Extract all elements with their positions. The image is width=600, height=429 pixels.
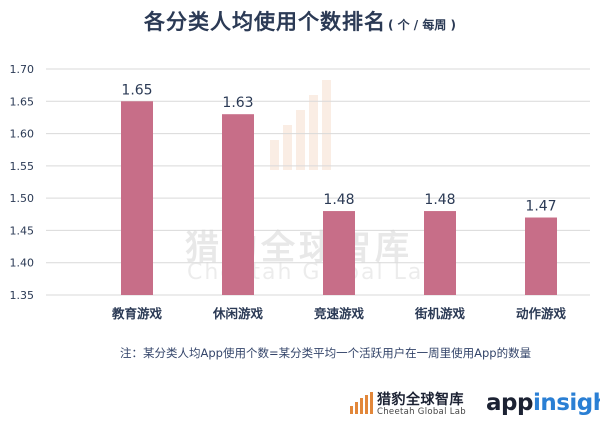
- data-label: 1.48: [424, 192, 455, 208]
- footnote: 注：某分类人均App使用个数=某分类平均一个活跃用户在一周里使用App的数量: [120, 346, 532, 360]
- appinsight-logo-part2: insight: [532, 390, 600, 416]
- appinsight-logo: appinsight: [486, 390, 600, 416]
- cheetah-logo-bars-icon: [350, 392, 374, 414]
- y-tick-label: 1.60: [10, 128, 35, 141]
- cheetah-logo-name: 猎豹全球智库: [377, 392, 464, 408]
- bar: [222, 114, 254, 295]
- data-label: 1.63: [222, 95, 253, 111]
- data-label: 1.48: [323, 192, 354, 208]
- x-tick-label: 街机游戏: [414, 306, 466, 321]
- y-tick-label: 1.50: [10, 192, 35, 205]
- y-tick-label: 1.35: [10, 289, 35, 302]
- bar: [424, 211, 456, 295]
- x-tick-label: 竞速游戏: [314, 306, 365, 321]
- x-tick-label: 教育游戏: [111, 306, 163, 321]
- bar: [121, 101, 153, 296]
- chart-title: 各分类人均使用个数排名( 个 / 每周 ): [0, 6, 600, 36]
- bar: [525, 217, 557, 295]
- x-tick-label: 休闲游戏: [212, 306, 264, 321]
- y-tick-label: 1.70: [10, 63, 35, 76]
- y-tick-label: 1.40: [10, 257, 35, 270]
- data-label: 1.65: [121, 82, 152, 98]
- appinsight-logo-part1: app: [486, 390, 533, 416]
- cheetah-logo-sub: Cheetah Global Lab: [377, 407, 466, 417]
- bar-chart: 1.35 1.40 1.45 1.50 1.55 1.60 1.65 1.70 1.65 教育游戏…: [10, 63, 590, 321]
- y-tick-label: 1.55: [10, 160, 35, 173]
- chart-title-text: 各分类人均使用个数排名: [143, 10, 386, 34]
- chart-unit: ( 个 / 每周 ): [387, 18, 457, 32]
- footer: 猎豹全球智库 Cheetah Global Lab appinsight: [0, 388, 600, 429]
- data-label: 1.47: [525, 199, 556, 215]
- x-tick-label: 动作游戏: [516, 306, 567, 321]
- y-tick-label: 1.65: [10, 95, 35, 108]
- bar: [323, 211, 355, 295]
- y-tick-label: 1.45: [10, 224, 35, 237]
